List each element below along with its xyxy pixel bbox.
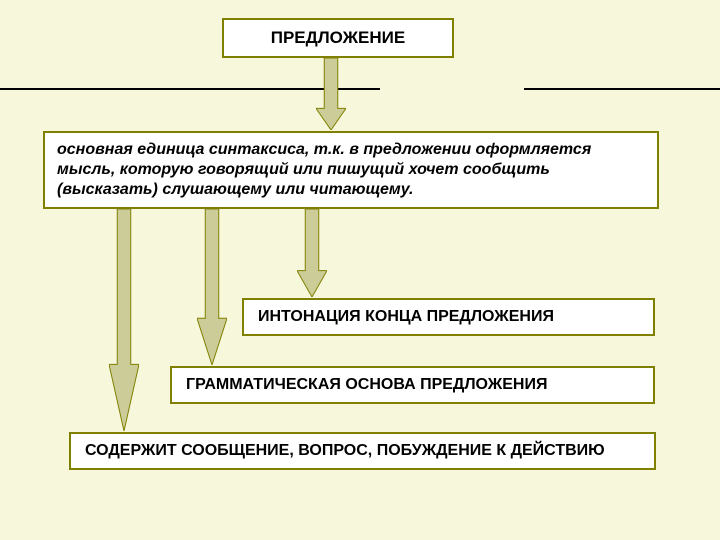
title-box: ПРЕДЛОЖЕНИЕ — [222, 18, 454, 58]
grammar-box: ГРАММАТИЧЕСКАЯ ОСНОВА ПРЕДЛОЖЕНИЯ — [170, 366, 655, 404]
slide: ПРЕДЛОЖЕНИЕ основная единица синтаксиса,… — [0, 0, 720, 540]
message-text: СОДЕРЖИТ СООБЩЕНИЕ, ВОПРОС, ПОБУЖДЕНИЕ К… — [85, 441, 605, 461]
definition-box: основная единица синтаксиса, т.к. в пред… — [43, 131, 659, 209]
down-arrow-icon — [197, 209, 227, 365]
down-arrow-icon — [316, 58, 346, 130]
down-arrow-icon — [297, 209, 327, 297]
grammar-text: ГРАММАТИЧЕСКАЯ ОСНОВА ПРЕДЛОЖЕНИЯ — [186, 375, 547, 395]
divider-right — [524, 88, 720, 90]
down-arrow-icon — [109, 209, 139, 431]
intonation-text: ИНТОНАЦИЯ КОНЦА ПРЕДЛОЖЕНИЯ — [258, 307, 554, 327]
intonation-box: ИНТОНАЦИЯ КОНЦА ПРЕДЛОЖЕНИЯ — [242, 298, 655, 336]
title-text: ПРЕДЛОЖЕНИЕ — [271, 27, 405, 48]
message-box: СОДЕРЖИТ СООБЩЕНИЕ, ВОПРОС, ПОБУЖДЕНИЕ К… — [69, 432, 656, 470]
definition-text: основная единица синтаксиса, т.к. в пред… — [57, 140, 645, 200]
